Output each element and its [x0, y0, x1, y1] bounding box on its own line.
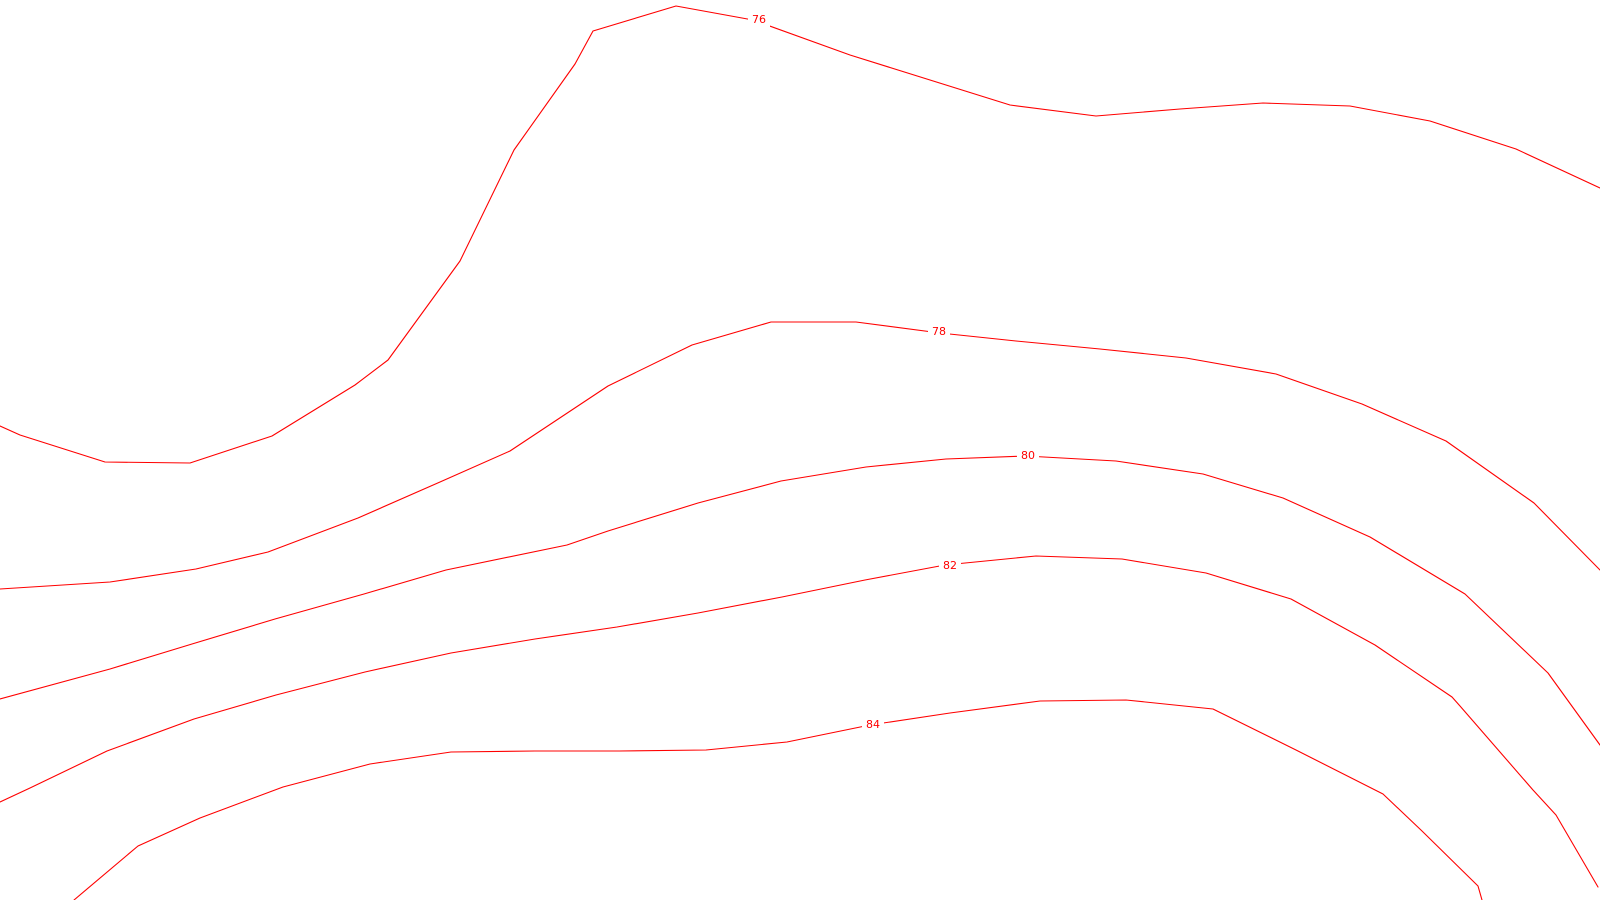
contour-line-78 — [0, 321, 1600, 590]
contour-line-80 — [0, 455, 1600, 746]
contour-label-82: 82 — [943, 559, 957, 572]
contour-line-84 — [73, 699, 1483, 900]
contour-84: 84 — [73, 699, 1483, 900]
contour-label-80: 80 — [1021, 449, 1035, 462]
contour-label-bg-82 — [939, 558, 961, 574]
contour-line-82 — [0, 555, 1599, 888]
contour-label-78: 78 — [932, 325, 946, 338]
contour-label-84: 84 — [866, 718, 880, 731]
contour-78: 78 — [0, 321, 1600, 590]
contour-82: 82 — [0, 555, 1599, 888]
contour-label-bg-80 — [1017, 448, 1039, 464]
contour-80: 80 — [0, 448, 1600, 746]
contour-label-bg-84 — [862, 717, 884, 733]
contour-label-bg-76 — [748, 12, 770, 28]
contour-label-76: 76 — [752, 13, 766, 26]
contour-76: 76 — [0, 5, 1600, 464]
contour-line-76 — [0, 5, 1600, 464]
contour-label-bg-78 — [928, 324, 950, 340]
